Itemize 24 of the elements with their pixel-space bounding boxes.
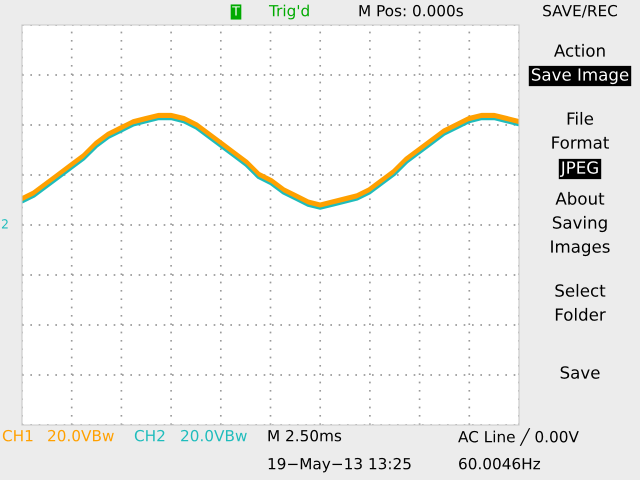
text: 2 [2,219,8,228]
text: Format [552,136,609,149]
text: 20.0VBw [48,430,114,442]
text: JPEG [560,161,598,177]
text: Save Image [532,68,628,84]
text: 19−May−13 13:25 [268,458,411,472]
text: M Pos: 0.000s [360,4,463,16]
text: File [568,112,594,125]
text: 20.0VBw [181,430,247,442]
text: About [555,192,604,205]
text: Folder [556,308,606,321]
text: CH1 [2,430,32,442]
text: AC Line ╱ 0.00V [458,428,579,446]
text: Trig'd [268,4,309,20]
text: SAVE/REC [543,4,617,18]
text: Images [551,240,610,256]
text: Saving [552,216,607,232]
text: T [232,6,240,16]
text: 60.0046Hz [459,458,540,470]
text: M 2.50ms [268,430,342,442]
text: Save [560,366,600,379]
text: Select [555,284,606,297]
text: CH2 [134,430,164,442]
text: Action [554,44,605,57]
